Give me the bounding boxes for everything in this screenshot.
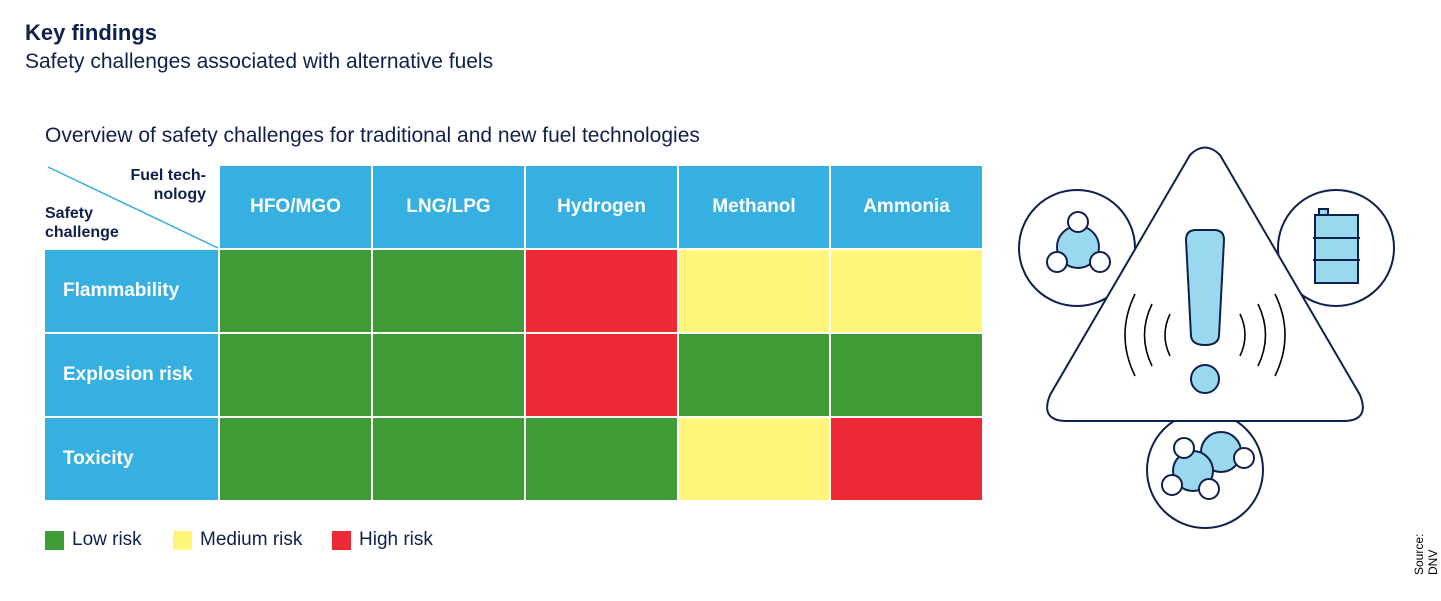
signal-waves-icon [1124,293,1286,377]
heatmap-cell [220,418,371,500]
legend-swatch [332,530,351,550]
heatmap-cell [679,334,829,416]
legend-label: High risk [359,529,433,550]
heatmap-cell [526,334,677,416]
source-note: Source: DNV [1412,533,1440,575]
row-header: Explosion risk [45,334,218,416]
molecule-icon [1146,411,1264,529]
row-axis-label-line: Safety [45,205,94,222]
heatmap-cell [831,418,982,500]
column-header: HFO/MGO [220,166,371,248]
molecule-icon [1018,189,1136,307]
row-axis-label: Safety challenge [45,204,119,242]
oil-barrel-icon [1277,189,1395,307]
chart-title: Overview of safety challenges for tradit… [45,124,700,147]
page-subtitle: Safety challenges associated with altern… [25,50,494,73]
legend-medium: Medium risk [173,529,302,551]
row-header: Flammability [45,250,218,332]
legend-swatch [45,530,64,550]
column-axis-label: Fuel tech- nology [110,166,206,204]
page-title: Key findings [25,20,158,45]
heatmap-cell [373,250,524,332]
legend-swatch [173,530,192,550]
legend-label: Low risk [72,529,142,550]
corner-diagonal [47,166,219,249]
exclamation-dot-icon [1190,364,1220,394]
heatmap-cell [679,418,829,500]
exclamation-icon [1184,229,1226,347]
column-header: Hydrogen [526,166,677,248]
column-axis-label-line: nology [153,186,206,203]
heatmap-cell [526,250,677,332]
column-header: LNG/LPG [373,166,524,248]
row-axis-label-line: challenge [45,224,119,241]
legend-label: Medium risk [200,529,303,550]
heatmap-cell [373,418,524,500]
heatmap-cell [220,250,371,332]
heatmap-cell [679,250,829,332]
column-header: Ammonia [831,166,982,248]
column-header: Methanol [679,166,829,248]
heatmap-cell [526,418,677,500]
heatmap-cell [220,334,371,416]
row-header: Toxicity [45,418,218,500]
column-axis-label-line: Fuel tech- [130,167,206,184]
legend-low: Low risk [45,529,142,551]
heatmap-cell [831,250,982,332]
heatmap-cell [373,334,524,416]
legend-high: High risk [332,529,433,551]
heatmap-cell [831,334,982,416]
